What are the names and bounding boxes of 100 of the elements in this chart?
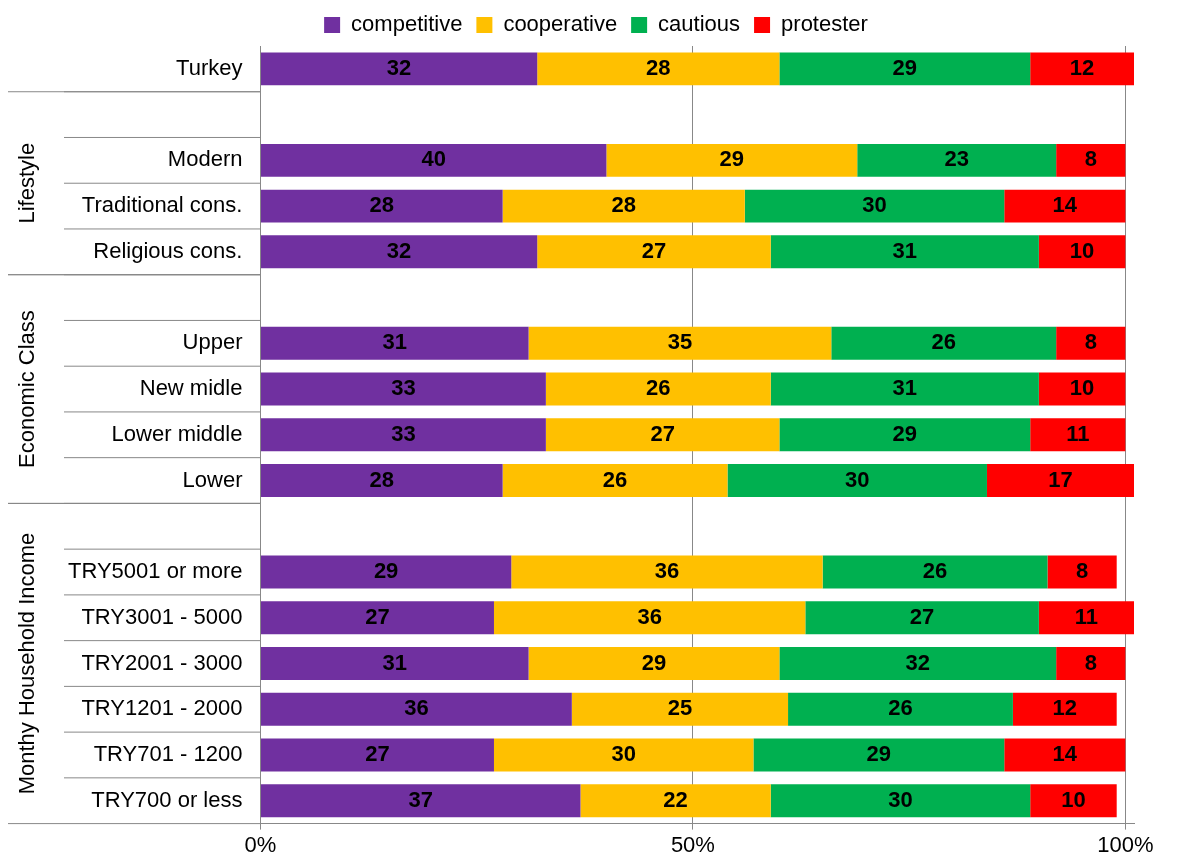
bar xyxy=(528,326,832,360)
legend-label: competitive xyxy=(351,11,463,37)
text: Economic Class xyxy=(14,310,40,468)
y-tick-label: Lower xyxy=(182,466,243,492)
data-label: 26 xyxy=(922,558,948,584)
data-label: 25 xyxy=(667,695,693,721)
data-label: 32 xyxy=(905,649,931,675)
bar xyxy=(260,189,503,223)
text: Lifestyle xyxy=(14,142,40,224)
data-label: 12 xyxy=(1069,54,1095,80)
bar xyxy=(1030,784,1117,818)
data-label: 36 xyxy=(654,558,680,584)
text: Monthy Household Income xyxy=(14,532,40,795)
data-label: 35 xyxy=(667,329,693,355)
data-label: 12 xyxy=(1052,695,1078,721)
y-tick-label: TRY3001 - 5000 xyxy=(81,603,243,629)
bar xyxy=(260,143,607,177)
bar xyxy=(260,647,529,680)
bar xyxy=(1038,601,1134,635)
y-tick-label: Lower middle xyxy=(111,420,243,446)
bar xyxy=(770,235,1039,269)
data-label: 10 xyxy=(1061,786,1086,812)
data-label: 14 xyxy=(1052,741,1078,767)
bar xyxy=(537,52,780,86)
bar xyxy=(727,464,987,498)
x-tick-label: 0% xyxy=(244,831,277,857)
bar xyxy=(260,601,494,635)
bar xyxy=(1004,738,1126,772)
y-tick-label: Upper xyxy=(182,329,243,355)
bar xyxy=(744,189,1005,223)
data-label: 8 xyxy=(1075,558,1089,584)
data-label: 23 xyxy=(944,146,969,172)
bar xyxy=(779,418,1031,452)
bar xyxy=(260,555,512,589)
bar xyxy=(1004,189,1126,223)
bar xyxy=(857,143,1057,177)
bar xyxy=(986,464,1134,498)
bar xyxy=(537,235,771,269)
y-tick-label: TRY700 or less xyxy=(91,786,243,812)
data-label: 27 xyxy=(650,420,675,446)
bar xyxy=(493,738,754,772)
bar xyxy=(580,784,771,818)
bar xyxy=(260,372,546,406)
y-tick-label: TRY701 - 1200 xyxy=(93,741,243,767)
legend-label: protester xyxy=(781,11,868,37)
data-label: 10 xyxy=(1069,375,1095,401)
data-label: 29 xyxy=(866,741,892,767)
data-label: 29 xyxy=(892,54,918,80)
data-label: 26 xyxy=(602,466,628,492)
data-label: 8 xyxy=(1084,146,1097,172)
bar xyxy=(788,692,1013,726)
bar xyxy=(805,601,1039,635)
y-tick-label: TRY5001 or more xyxy=(68,558,243,584)
bar xyxy=(1056,647,1126,680)
data-label: 11 xyxy=(1066,420,1090,446)
bar xyxy=(571,692,789,726)
data-label: 33 xyxy=(391,375,416,401)
y-tick-label: Modern xyxy=(167,146,243,172)
bar xyxy=(1038,235,1126,269)
bar xyxy=(1030,52,1134,86)
bar xyxy=(1012,692,1117,726)
data-label: 28 xyxy=(646,54,671,80)
bar xyxy=(260,784,581,818)
data-label: 36 xyxy=(404,695,429,721)
bar xyxy=(1030,418,1126,452)
bar xyxy=(502,189,745,223)
data-label: 30 xyxy=(611,741,636,767)
data-label: 29 xyxy=(641,649,667,675)
y-tick-label: Religious cons. xyxy=(93,237,243,263)
bar xyxy=(831,326,1057,360)
y-tick-label: Traditional cons. xyxy=(81,192,243,218)
bar xyxy=(502,464,728,498)
data-label: 31 xyxy=(382,649,407,675)
bar xyxy=(770,784,1031,818)
bar xyxy=(753,738,1005,772)
data-label: 32 xyxy=(386,237,412,263)
data-label: 30 xyxy=(844,466,870,492)
x-tick-label: 100% xyxy=(1097,831,1154,857)
data-label: 40 xyxy=(421,146,446,172)
bar xyxy=(770,372,1039,406)
data-label: 8 xyxy=(1084,649,1097,675)
y-tick-label: TRY2001 - 3000 xyxy=(81,649,243,675)
data-label: 22 xyxy=(663,786,688,812)
data-label: 36 xyxy=(637,603,662,629)
bar xyxy=(1056,326,1126,360)
data-label: 29 xyxy=(373,558,399,584)
bar xyxy=(606,143,858,177)
data-label: 37 xyxy=(408,786,433,812)
bar xyxy=(545,418,780,452)
data-label: 29 xyxy=(719,146,745,172)
data-label: 28 xyxy=(369,192,395,218)
data-label: 31 xyxy=(382,329,407,355)
bar xyxy=(1047,555,1117,589)
data-label: 30 xyxy=(862,192,887,218)
y-tick-label: Turkey xyxy=(176,54,243,80)
bar xyxy=(528,647,780,680)
data-label: 31 xyxy=(892,237,918,263)
data-label: 31 xyxy=(892,375,918,401)
data-label: 29 xyxy=(892,420,918,446)
data-label: 27 xyxy=(365,603,390,629)
